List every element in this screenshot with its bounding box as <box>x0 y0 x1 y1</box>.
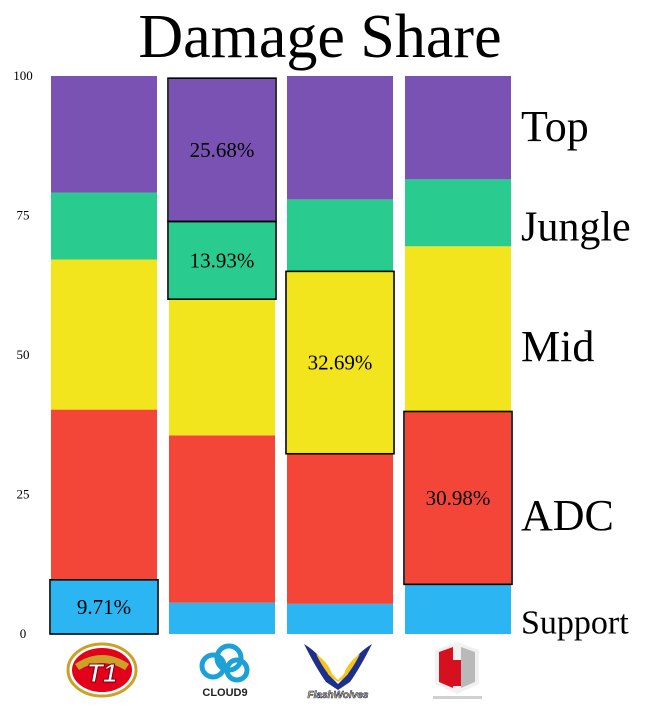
bar-segment-support-4 <box>405 584 511 634</box>
legend-label-support: Support <box>521 605 629 642</box>
highlight-box <box>49 579 159 635</box>
legend: Support ADC Mid Jungle Top <box>521 102 631 642</box>
bar-segment-adc-2 <box>169 435 275 603</box>
y-tick-label: 50 <box>17 347 30 362</box>
immortals-logo <box>425 640 490 702</box>
bar-segment-top-3 <box>287 76 393 200</box>
bar-segment-support-1 <box>51 579 157 634</box>
bar-segment-jungle-2 <box>169 221 275 300</box>
highlight-box <box>403 410 513 586</box>
flash-wolves-logo-text: FlashWolves <box>308 690 369 701</box>
cloud9-logo-text: CLOUD9 <box>202 687 247 699</box>
highlights-layer <box>49 77 513 635</box>
data-label: 9.71% <box>77 595 131 619</box>
data-label: 13.93% <box>190 248 255 272</box>
bar-segment-support-3 <box>287 603 393 634</box>
y-tick-label: 0 <box>20 626 27 641</box>
cloud9-logo: CLOUD9 <box>185 640 265 702</box>
bar-segment-mid-1 <box>51 259 157 410</box>
bar-segment-jungle-1 <box>51 192 157 260</box>
bar-segment-top-4 <box>405 76 511 180</box>
data-labels-layer: 9.71% 25.68% 13.93% 32.69% 30.98% <box>77 138 491 619</box>
highlight-box <box>285 270 395 455</box>
bars-layer <box>51 76 511 634</box>
bar-segment-jungle-4 <box>405 179 511 247</box>
bar-segment-support-2 <box>169 602 275 634</box>
bar-segment-top-1 <box>51 76 157 193</box>
t1-logo-text: T1 <box>87 658 117 688</box>
bar-segment-mid-3 <box>287 271 393 454</box>
bar-segment-adc-1 <box>51 409 157 580</box>
y-axis-ticks: 0 25 50 75 100 <box>13 68 33 641</box>
bar-segment-top-2 <box>169 78 275 222</box>
bar-segment-mid-4 <box>405 246 511 412</box>
bar-segment-adc-3 <box>287 453 393 604</box>
legend-label-jungle: Jungle <box>521 204 631 250</box>
data-label: 30.98% <box>426 486 491 510</box>
t1-logo: T1 <box>55 640 150 702</box>
data-label: 32.69% <box>308 351 373 375</box>
highlight-box <box>167 220 277 300</box>
y-tick-label: 75 <box>17 208 30 223</box>
bar-segment-jungle-3 <box>287 199 393 272</box>
legend-label-top: Top <box>521 102 589 151</box>
bar-segment-mid-2 <box>169 299 275 436</box>
y-tick-label: 100 <box>13 68 33 83</box>
flash-wolves-logo: FlashWolves <box>298 640 378 702</box>
bar-segment-adc-4 <box>405 411 511 585</box>
data-label: 25.68% <box>190 138 255 162</box>
chart-title: Damage Share <box>138 3 502 71</box>
y-tick-label: 25 <box>17 487 30 502</box>
legend-label-adc: ADC <box>521 491 614 540</box>
legend-label-mid: Mid <box>521 322 594 371</box>
